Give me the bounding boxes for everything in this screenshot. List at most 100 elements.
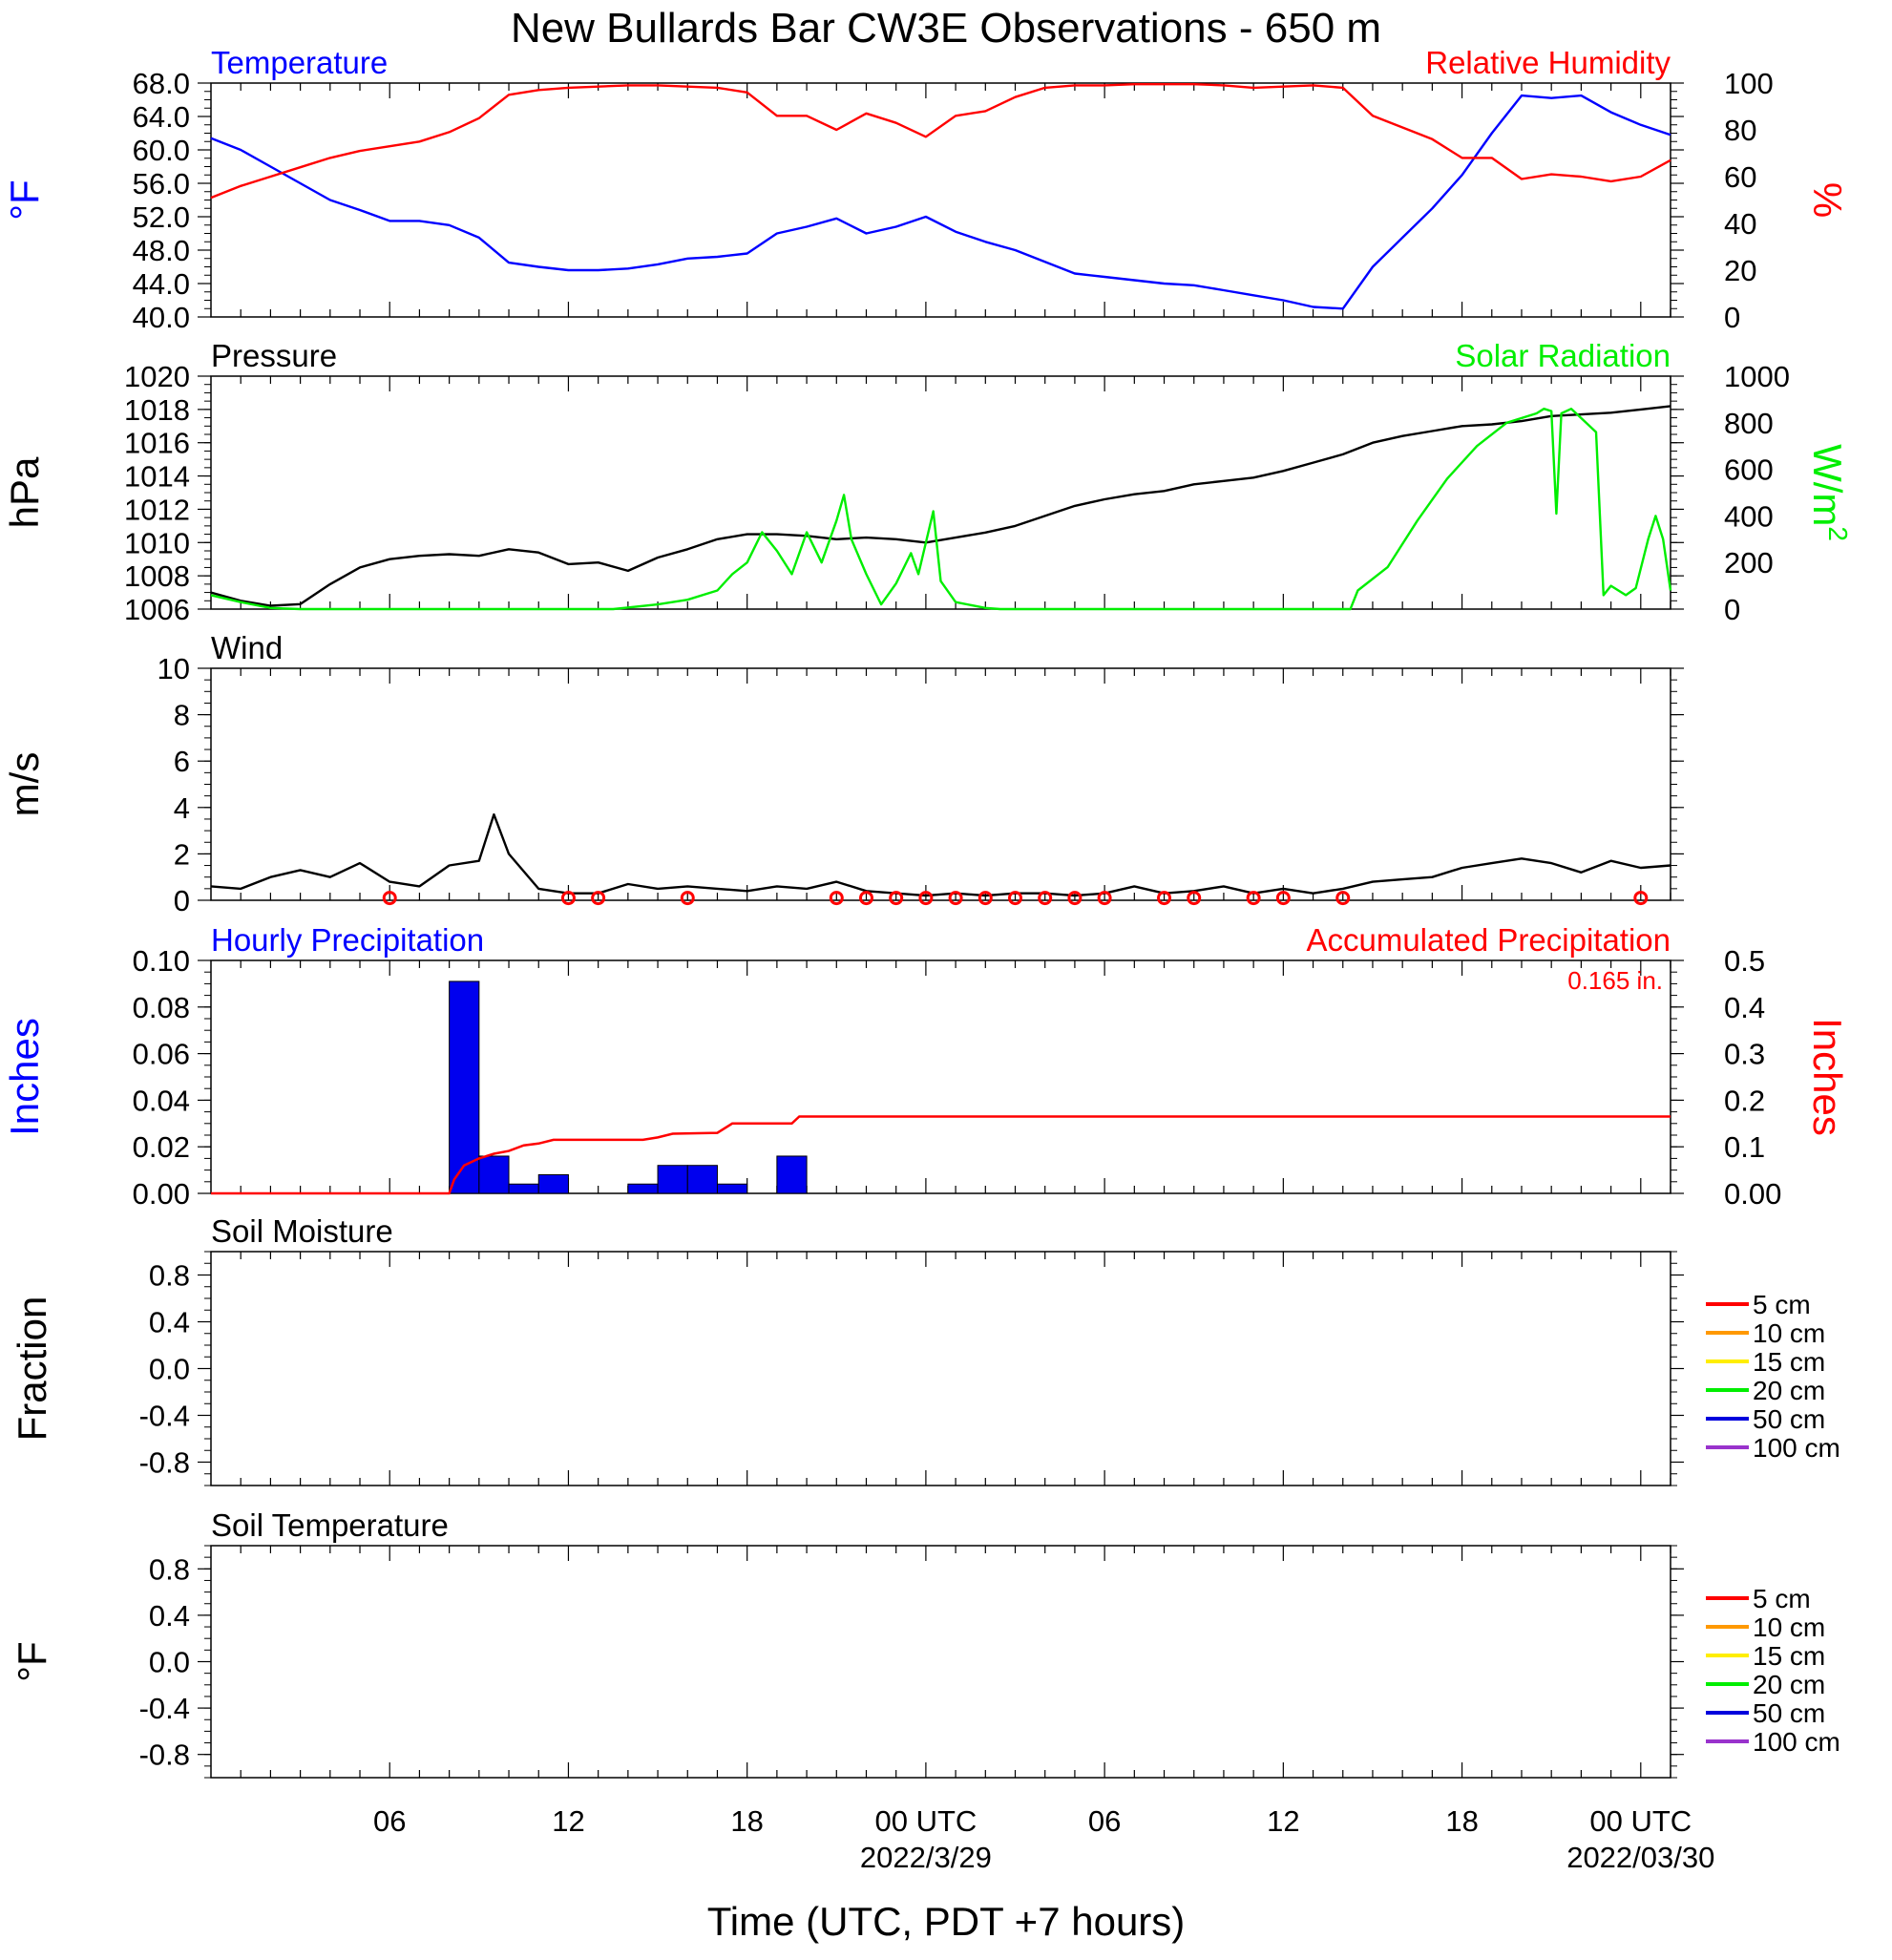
y-tick-label: 64.0: [133, 100, 190, 134]
y-tick-label: -0.8: [139, 1446, 190, 1480]
y-axis-label-right: W/m2: [1805, 444, 1853, 541]
y-tick-label: -0.8: [139, 1739, 190, 1772]
y-tick-label: 0.06: [133, 1038, 190, 1071]
y-tick-label: 0.4: [149, 1306, 190, 1339]
panel-title-left: Pressure: [211, 338, 337, 373]
y-axis-label-left: m/s: [2, 752, 47, 817]
calm-wind-marker: [591, 891, 606, 906]
y-tick-label: 2: [174, 837, 190, 871]
calm-wind-marker: [1275, 891, 1291, 906]
y-tick-label: 68.0: [133, 67, 190, 100]
precip-bar: [478, 1155, 510, 1194]
y-axis-label-right: %: [1805, 182, 1850, 218]
x-tick-label: 06: [373, 1804, 406, 1838]
legend-label: 15 cm: [1753, 1641, 1825, 1671]
legend-label: 10 cm: [1753, 1318, 1825, 1348]
series-line-wind-speed: [210, 812, 1671, 897]
y-right-tick-label: 0.1: [1724, 1130, 1765, 1164]
y-tick-label: 0.0: [149, 1353, 190, 1386]
calm-wind-marker: [1633, 891, 1649, 906]
y-tick-label: 8: [174, 699, 190, 732]
chart-title: New Bullards Bar CW3E Observations - 650…: [511, 5, 1381, 52]
panel-frame: [210, 1251, 1671, 1486]
y-axis-label-left: hPa: [2, 456, 47, 528]
panel-title-right: Accumulated Precipitation: [1306, 922, 1671, 958]
precip-bar: [508, 1183, 539, 1194]
panel-precip: 0.00 0.02 0.04 0.06 0.08 0.10 0.00 0.1 0.2 0.3 0.4…: [2, 922, 1850, 1211]
y-right-tick-label: 1000: [1724, 360, 1790, 393]
y-right-tick-label: 0.3: [1724, 1038, 1765, 1071]
precip-bar: [627, 1183, 659, 1194]
y-tick-label: -0.4: [139, 1400, 190, 1433]
x-tick-label: 00 UTC: [1589, 1804, 1692, 1838]
calm-wind-marker: [829, 891, 844, 906]
y-tick-label: 56.0: [133, 167, 190, 200]
y-axis-label-left: °F: [10, 1641, 54, 1681]
legend-label: 50 cm: [1753, 1404, 1825, 1434]
chart-panels: 40.044.048.052.056.060.064.068.002040608…: [2, 45, 1853, 1779]
calm-wind-marker: [1335, 891, 1351, 906]
x-tick-label: 12: [1267, 1804, 1299, 1838]
y-tick-label: 60.0: [133, 134, 190, 167]
legend-label: 10 cm: [1753, 1612, 1825, 1642]
y-right-tick-label: 0.5: [1724, 944, 1765, 978]
y-tick-label: 1006: [124, 593, 190, 626]
legend-label: 20 cm: [1753, 1670, 1825, 1699]
y-tick-label: 0.8: [149, 1259, 190, 1293]
panel-title-right: Relative Humidity: [1425, 45, 1671, 80]
legend-label: 5 cm: [1753, 1290, 1811, 1319]
y-tick-label: 0.8: [149, 1552, 190, 1586]
panel-wind: 0 2 4 6 8 10 Wind m/s: [2, 630, 1684, 917]
y-tick-label: 0.00: [133, 1177, 190, 1211]
y-tick-label: 0: [174, 884, 190, 917]
y-tick-label: 1012: [124, 493, 190, 526]
y-tick-label: 0.04: [133, 1084, 190, 1117]
legend-label: 20 cm: [1753, 1376, 1825, 1405]
panel-frame: [210, 82, 1671, 318]
y-tick-label: 1018: [124, 393, 190, 427]
calm-wind-marker: [560, 891, 576, 906]
calm-wind-marker: [948, 891, 963, 906]
y-right-tick-label: 400: [1724, 499, 1774, 533]
y-axis-label-left: Fraction: [10, 1296, 54, 1442]
y-tick-label: 10: [158, 652, 190, 685]
total-annotation: 0.165 in.: [1567, 966, 1663, 995]
y-right-tick-label: 0.2: [1724, 1084, 1765, 1117]
precip-bar: [686, 1165, 718, 1194]
panel-frame: [210, 959, 1671, 1194]
y-tick-label: 0.4: [149, 1599, 190, 1633]
legend-label: 100 cm: [1753, 1727, 1840, 1757]
y-axis-label-left: °F: [2, 179, 47, 220]
y-tick-label: 1014: [124, 460, 190, 494]
y-tick-label: 4: [174, 791, 190, 825]
y-right-tick-label: 80: [1724, 114, 1756, 147]
y-right-tick-label: 0.00: [1724, 1177, 1781, 1211]
y-right-tick-label: 200: [1724, 546, 1774, 580]
x-axis-label: Time (UTC, PDT +7 hours): [707, 1899, 1186, 1944]
calm-wind-marker: [1157, 891, 1172, 906]
calm-wind-marker: [1067, 891, 1083, 906]
calm-wind-marker: [1097, 891, 1112, 906]
x-tick-date: 2022/3/29: [860, 1841, 992, 1874]
y-right-tick-label: 0.4: [1724, 991, 1765, 1024]
calm-wind-marker: [680, 891, 695, 906]
panel-title-left: Hourly Precipitation: [211, 922, 484, 958]
series-line-relative-humidity: [210, 83, 1671, 200]
y-tick-label: 52.0: [133, 200, 190, 234]
calm-wind-marker: [1187, 891, 1202, 906]
calm-wind-marker: [1008, 891, 1023, 906]
calm-wind-marker: [918, 891, 934, 906]
calm-wind-marker: [978, 891, 993, 906]
x-tick-label: 06: [1088, 1804, 1121, 1838]
precip-bar: [449, 980, 480, 1194]
calm-wind-marker: [858, 891, 873, 906]
precip-bar: [716, 1183, 748, 1194]
calm-wind-marker: [382, 891, 397, 906]
y-right-tick-label: 0: [1724, 301, 1740, 334]
y-tick-label: 1016: [124, 427, 190, 460]
panel-frame: [210, 1545, 1671, 1779]
